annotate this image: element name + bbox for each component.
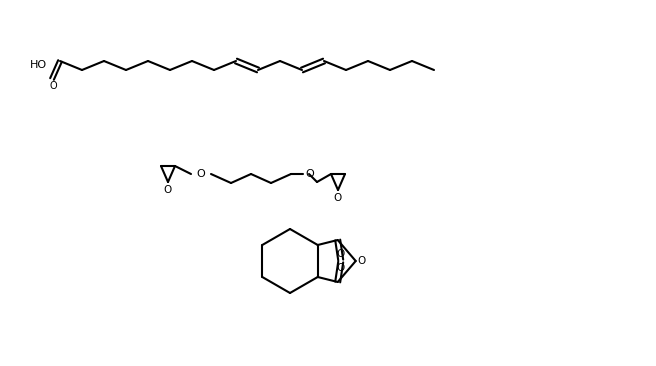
Text: O: O [305, 169, 314, 179]
Text: O: O [334, 193, 342, 203]
Text: O: O [337, 263, 345, 273]
Text: O: O [197, 169, 205, 179]
Text: O: O [164, 185, 172, 195]
Text: O: O [358, 256, 366, 266]
Text: O: O [49, 81, 57, 91]
Text: O: O [337, 249, 345, 259]
Text: HO: HO [30, 60, 47, 70]
